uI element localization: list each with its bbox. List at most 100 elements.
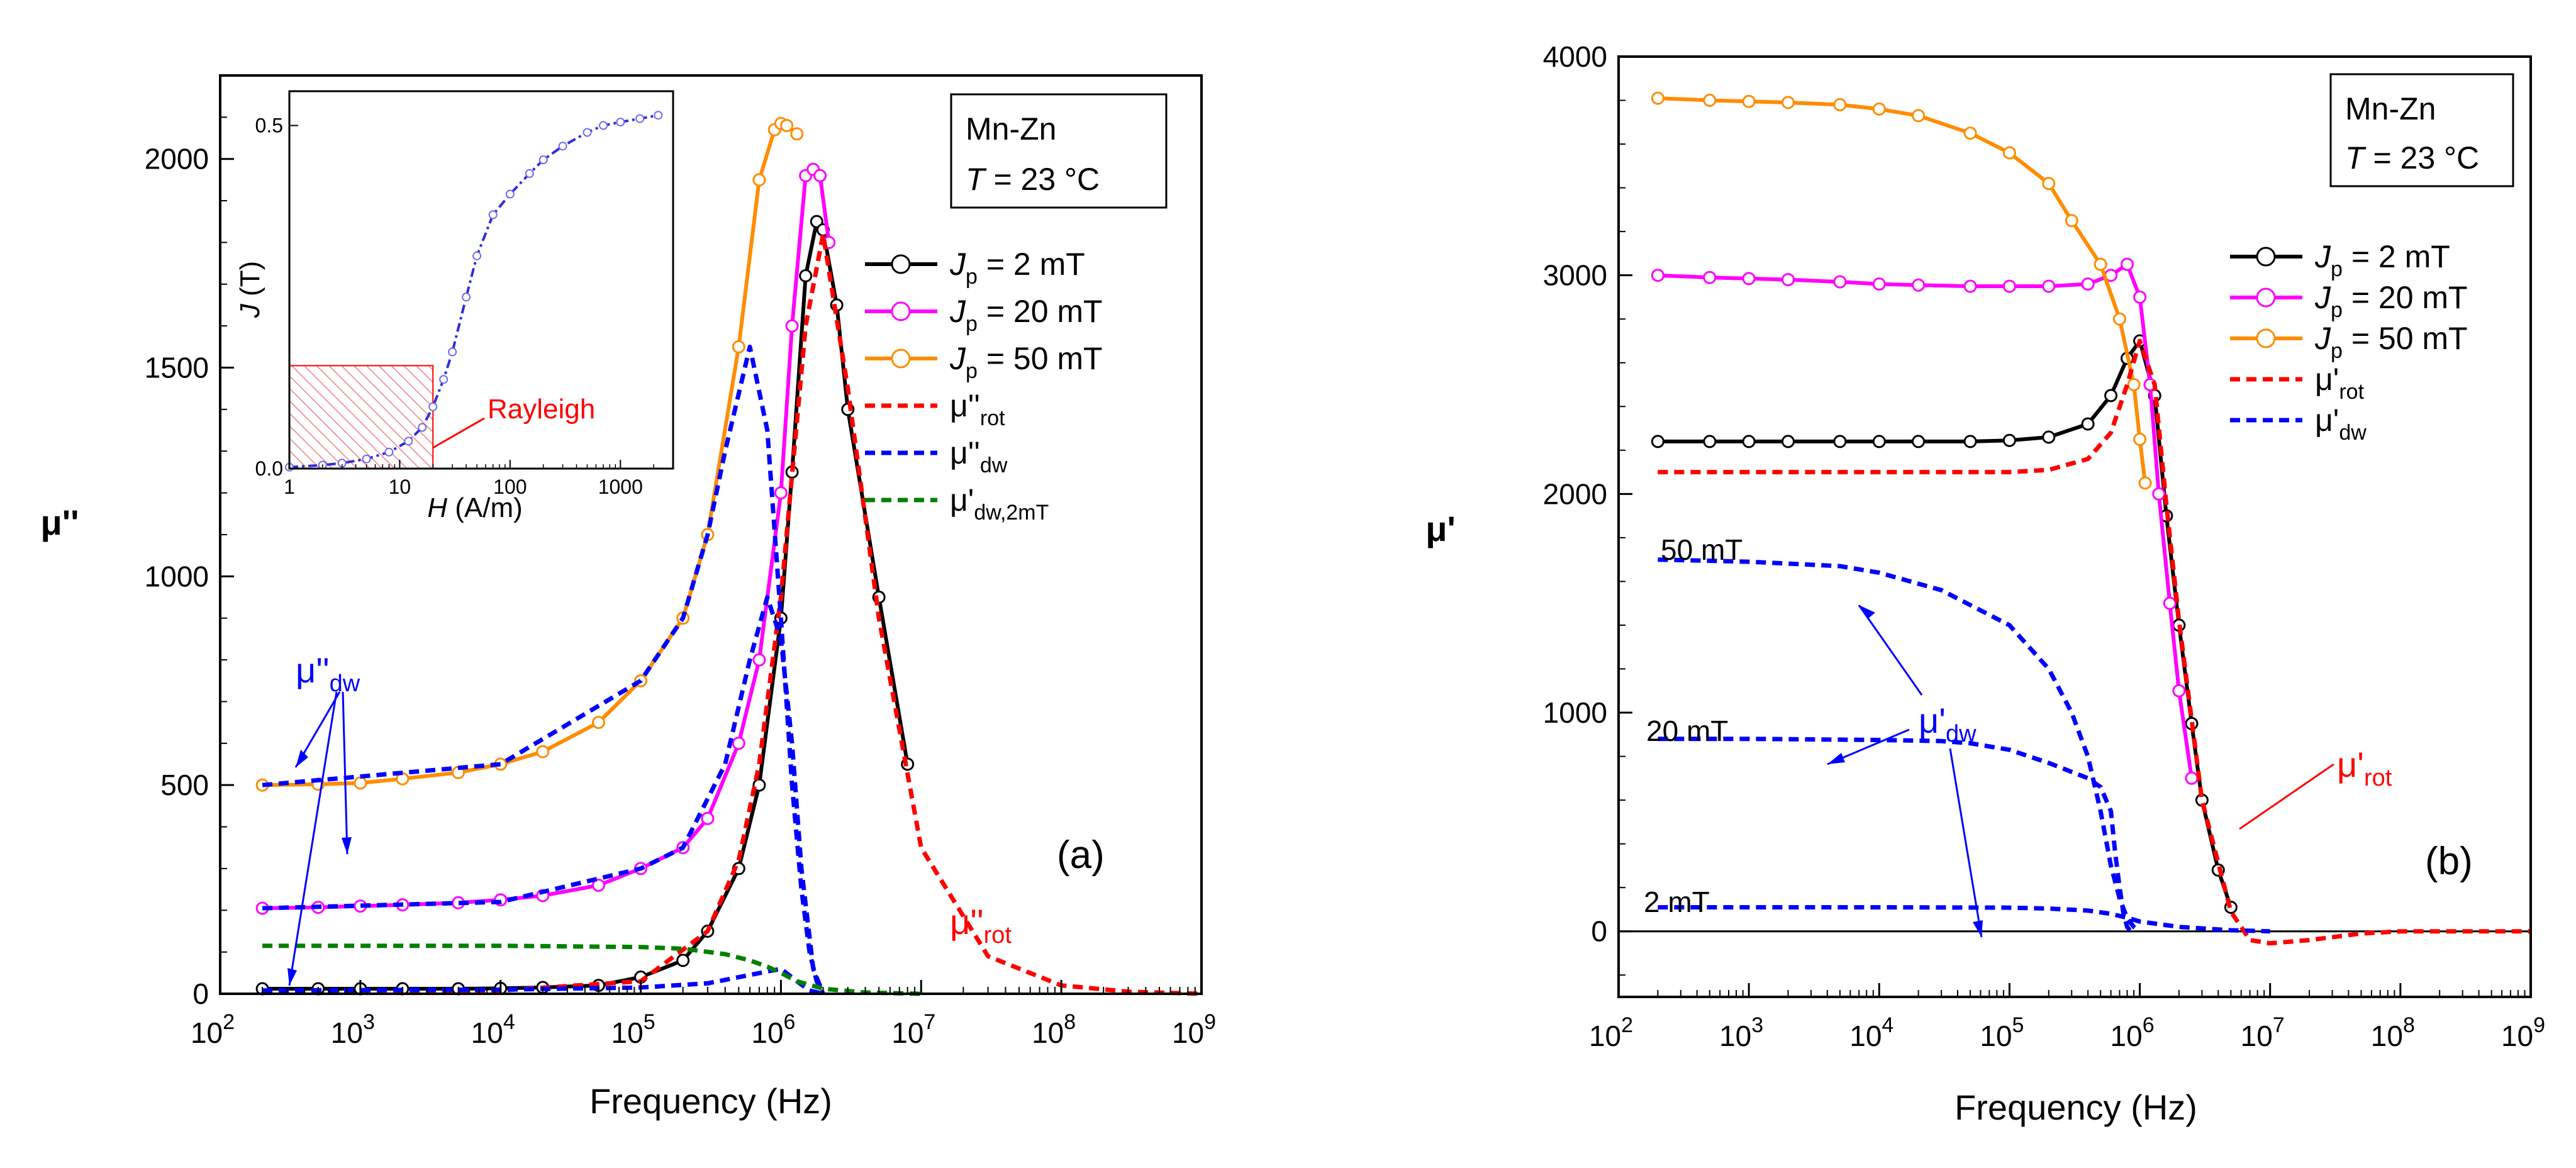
legend-label: μ'dw <box>2315 403 2367 445</box>
panel-a-mu-rot-label: μ''rot <box>950 902 1012 948</box>
legend-label: μ'rot <box>2315 362 2365 404</box>
panel-b-point-jp-2-mt-10 <box>2081 417 2095 431</box>
panel-b-point-jp-2-mt-3 <box>1781 435 1795 448</box>
panel-a-arrow-to-2mT <box>288 691 338 986</box>
panel-b-point-jp-2-mt-6 <box>1912 435 1926 448</box>
inset-curve-point-12 <box>488 210 498 220</box>
panel-b-point-jp-50-mt-4 <box>1833 98 1847 111</box>
panel-b-point-jp-20-mt-4 <box>1833 275 1847 289</box>
panel-b-y-tick-label: 4000 <box>1543 40 1607 73</box>
panel-a-point-jp-50-mt-6 <box>536 745 550 759</box>
legend-swatch-marker <box>891 301 911 321</box>
panel-b-point-jp-2-mt-11 <box>2104 389 2118 403</box>
panel-a-point-jp-20-mt-13 <box>774 486 788 500</box>
panel-b-point-jp-50-mt-1 <box>1703 94 1717 107</box>
inset-curve-point-16 <box>558 142 567 151</box>
inset-curve-point-15 <box>538 155 548 165</box>
inset-frame <box>288 90 674 470</box>
panel-b-label-50mT: 50 mT <box>1661 533 1742 566</box>
inset-rayleigh-label: Rayleigh <box>488 394 595 425</box>
panel-a-x-tick-label: 104 <box>471 1010 515 1049</box>
panel-b-point-jp-20-mt-17 <box>2172 684 2186 698</box>
inset-curve-point-14 <box>525 169 534 178</box>
inset-curve-point-19 <box>616 118 625 127</box>
panel-b-point-jp-2-mt-0 <box>1651 435 1664 448</box>
panel-a-point-jp-20-mt-14 <box>785 319 799 333</box>
panel-b-y-tick-label: 3000 <box>1543 259 1607 292</box>
inset-curve-point-6 <box>418 423 427 432</box>
panel-a-y-axis-title: μ'' <box>41 503 79 542</box>
panel-a-legend-item-3: μ''rot <box>865 388 1005 430</box>
inset-y-axis-title: J (T) <box>235 261 265 318</box>
panel-a-legend-item-0: Jp = 2 mT <box>865 247 1085 289</box>
panel-a-legend-item-2: Jp = 50 mT <box>865 341 1103 383</box>
panel-b-label-2mT: 2 mT <box>1644 886 1710 918</box>
panel-a: 102 103 104 105 106 107 108 109 0 500 1000 1500 2000… <box>41 74 1216 1121</box>
panel-b-point-jp-50-mt-11 <box>2094 257 2107 271</box>
inset-rayleigh-region <box>289 365 434 470</box>
legend-swatch-marker <box>891 254 911 274</box>
panel-b-point-jp-50-mt-3 <box>1781 96 1795 109</box>
panel-b-point-jp-2-mt-7 <box>1963 435 1977 448</box>
panel-a-x-tick-label: 105 <box>611 1010 655 1049</box>
panel-b-point-jp-20-mt-0 <box>1651 269 1664 282</box>
panel-b-legend-item-4: μ'dw <box>2230 403 2367 445</box>
inset-rayleigh-pointer <box>432 417 485 449</box>
panel-b-point-jp-20-mt-8 <box>2002 279 2016 293</box>
panel-a-y-tick-label: 500 <box>160 769 209 801</box>
panel-a-series-layer <box>255 116 1202 996</box>
panel-b-point-jp-20-mt-7 <box>1963 279 1977 293</box>
panel-a-legend-item-4: μ''dw <box>865 435 1008 477</box>
panel-b-point-jp-2-mt-1 <box>1703 435 1717 448</box>
legend-label: Jp = 50 mT <box>949 341 1103 383</box>
panel-b-y-axis-title: μ' <box>1425 509 1456 548</box>
panel-b-infobox-frame <box>2329 73 2514 187</box>
panel-b-series-layer <box>1619 91 2531 946</box>
panel-b-point-jp-50-mt-8 <box>2002 146 2016 160</box>
panel-b-x-axis-title: Frequency (Hz) <box>1954 1087 2197 1127</box>
panel-a-x-axis-title: Frequency (Hz) <box>589 1081 832 1121</box>
inset-curve-point-3 <box>362 454 371 464</box>
panel-b-y-tick-label: 2000 <box>1543 477 1607 510</box>
panel-b-point-jp-20-mt-10 <box>2081 277 2095 291</box>
panel-b-point-jp-2-mt-2 <box>1742 435 1756 448</box>
inset-curve-point-8 <box>439 375 449 384</box>
panel-a-infobox: Mn-Zn T = 23 °C <box>950 93 1168 209</box>
panel-b-point-jp-2-mt-4 <box>1833 435 1847 448</box>
panel-a-point-jp-50-mt-15 <box>780 119 794 133</box>
panel-a-y-tick-label: 1500 <box>145 352 209 384</box>
legend-swatch-marker <box>891 348 911 369</box>
inset-x-axis-title: H (A/m) <box>427 492 523 523</box>
panel-a-y-tick-label: 1000 <box>145 560 209 592</box>
panel-b-mu-dw-label: μ'dw <box>1919 701 1977 747</box>
panel-a-arrow-to-20mT <box>342 691 348 855</box>
panel-b-series-jp-2-mt-0 <box>1658 339 2233 908</box>
panel-b-point-jp-50-mt-14 <box>2133 432 2147 446</box>
panel-a-series-dw-2mt-7 <box>262 943 922 996</box>
inset-y-tick-label: 0.0 <box>255 457 283 480</box>
legend-swatch-marker <box>2256 247 2276 267</box>
panel-b-point-jp-50-mt-12 <box>2113 312 2126 326</box>
panel-b-point-jp-2-mt-5 <box>1872 435 1886 448</box>
panel-b-point-jp-50-mt-7 <box>1963 126 1977 140</box>
panel-b-point-jp-50-mt-0 <box>1651 91 1664 105</box>
inset-magnetization-curve <box>289 114 659 469</box>
panel-a-infobox-temperature: T = 23 °C <box>966 162 1100 197</box>
panel-a-series-dw-50-mt-6 <box>262 344 825 995</box>
panel-b-mu-dw-arrows <box>1827 604 1983 938</box>
inset-curve-point-5 <box>404 437 413 446</box>
inset-y-tick-label: 0.5 <box>255 114 283 137</box>
panel-a-point-jp-20-mt-10 <box>701 811 715 825</box>
legend-label: Jp = 20 mT <box>949 294 1103 336</box>
inset-x-tick-label: 100 <box>493 476 527 498</box>
panel-b-x-tick-label: 102 <box>1589 1013 1633 1052</box>
panel-a-point-jp-50-mt-11 <box>732 340 745 353</box>
panel-b-frame <box>1617 55 2532 998</box>
panel-b-point-jp-20-mt-13 <box>2133 290 2147 304</box>
panel-a-x-tick-label: 108 <box>1032 1010 1076 1049</box>
panel-b-legend-item-3: μ'rot <box>2230 362 2365 404</box>
panel-b-infobox: Mn-Zn T = 23 °C <box>2329 73 2514 187</box>
panel-b-point-jp-20-mt-16 <box>2163 596 2177 610</box>
panel-a-point-jp-50-mt-2 <box>354 776 367 790</box>
panel-b-point-jp-20-mt-6 <box>1912 278 1926 292</box>
